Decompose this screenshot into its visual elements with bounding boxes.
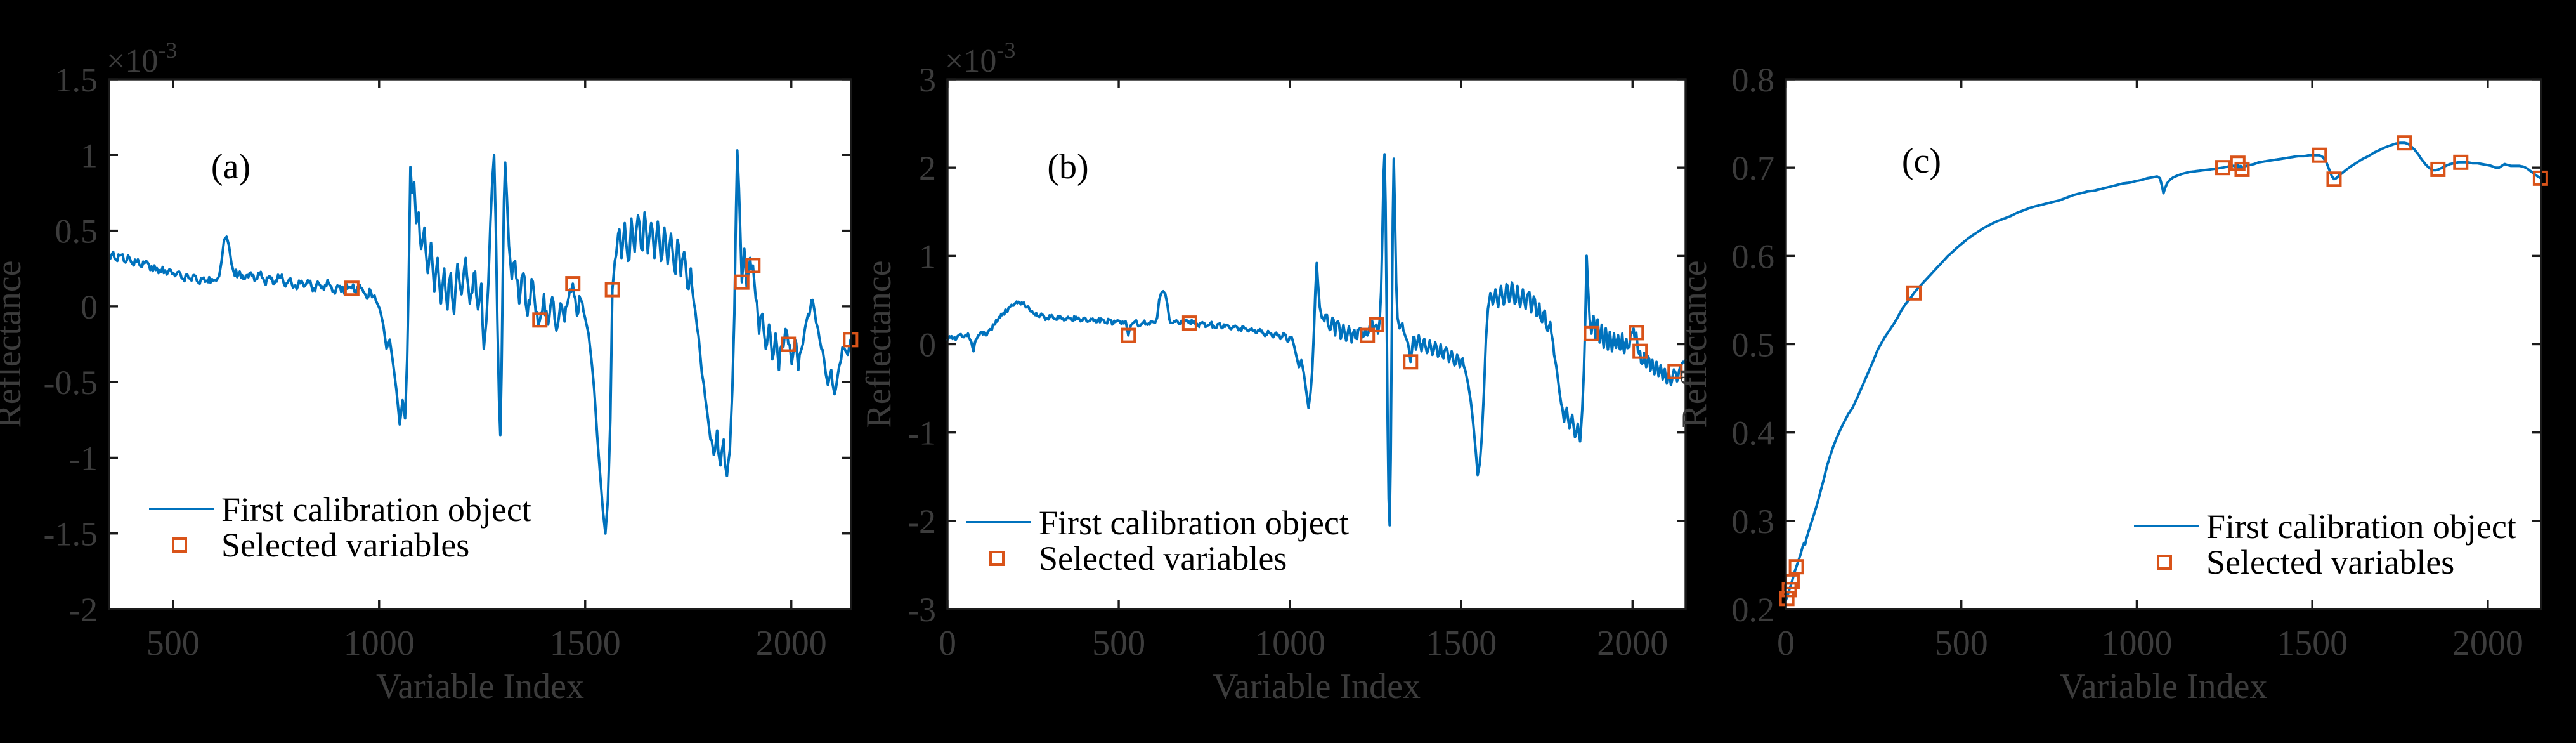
y-tick-label: 0.8	[1732, 61, 1775, 99]
x-tick-label: 2000	[2452, 624, 2523, 663]
y-tick-label: 0.5	[1732, 326, 1775, 364]
selected-variable-marker	[2430, 161, 2446, 177]
subplot-a: 500 1000 1500 2000-2-1.5-1-0.500.511.5 ×10-3…	[0, 37, 859, 706]
selected-variable-marker	[2234, 161, 2250, 177]
legend-label-curve: First calibration object	[221, 490, 531, 529]
x-axis-label-c: Variable Index	[2059, 667, 2267, 706]
plot-area-c	[1786, 79, 2541, 609]
legend-label-markers: Selected variables	[221, 526, 469, 564]
selected-variables-b	[1121, 315, 1683, 379]
legend-label-curve: First calibration object	[1039, 504, 1349, 542]
selected-variable-marker	[1788, 559, 1804, 575]
x-tick-label: 1500	[1426, 624, 1497, 663]
y-tick-label: 1	[81, 136, 98, 174]
y-tick-label: -3	[907, 591, 936, 629]
legend-marker-sample	[989, 551, 1005, 566]
y-tick-label: 0.5	[55, 213, 98, 251]
selected-variable-marker	[1181, 315, 1197, 331]
calibration-curve-b	[946, 153, 1687, 527]
y-tick-label: -1	[69, 439, 98, 477]
selected-variable-marker	[532, 312, 548, 328]
x-tick-label: 2000	[1597, 624, 1668, 663]
selected-variable-marker	[745, 258, 761, 273]
y-tick-label: 1.5	[55, 61, 98, 99]
x-tick-label: 1500	[550, 624, 621, 663]
panel-letter-c: (c)	[1902, 141, 1941, 181]
x-axis-label-b: Variable Index	[1213, 667, 1421, 706]
selected-variable-marker	[2215, 160, 2231, 176]
x-tick-label: 500	[1935, 624, 1988, 663]
selected-variable-marker	[1667, 364, 1683, 379]
calibration-curve-a	[108, 149, 852, 535]
selected-variable-marker	[604, 282, 620, 298]
legend-label-markers: Selected variables	[1039, 539, 1287, 577]
x-tick-label: 0	[939, 624, 956, 663]
panel-letter-a: (a)	[211, 147, 250, 187]
selected-variable-marker	[1403, 354, 1419, 370]
panel-letter-b: (b)	[1047, 147, 1088, 187]
legend-label-curve: First calibration object	[2206, 508, 2516, 546]
y-tick-label: -0.5	[44, 364, 98, 402]
selected-variable-marker	[2326, 171, 2342, 187]
y-tick-label: 0.6	[1732, 237, 1775, 275]
y-tick-label: 0.3	[1732, 503, 1775, 541]
y-tick-label: 2	[919, 149, 936, 187]
selected-variable-marker	[2312, 147, 2327, 163]
plot-area-a	[109, 79, 851, 609]
y-tick-label: 1	[919, 237, 936, 275]
y-axis-label-c: Reflectance	[1675, 260, 1714, 428]
selected-variable-marker	[1360, 327, 1376, 343]
selected-variable-marker	[1781, 582, 1797, 598]
plot-area-b	[947, 79, 1686, 609]
legend-marker-sample	[2157, 555, 2172, 570]
selected-variables-c	[1779, 135, 2548, 607]
y-tick-label: 0	[81, 288, 98, 326]
y-tick-label: -1.5	[44, 515, 98, 553]
y-tick-label: 0	[919, 326, 936, 364]
selected-variable-marker	[1121, 327, 1136, 343]
legend-marker-sample	[172, 537, 187, 553]
selected-variable-marker	[2397, 135, 2412, 151]
y-tick-label: -2	[69, 591, 98, 629]
y-tick-label: 0.2	[1732, 591, 1775, 629]
y-tick-label: 3	[919, 61, 936, 99]
selected-variable-marker	[1369, 317, 1384, 332]
x-axis-label-a: Variable Index	[376, 667, 584, 706]
x-tick-label: 1000	[1254, 624, 1325, 663]
x-tick-label: 1500	[2277, 624, 2348, 663]
x-tick-label: 0	[1777, 624, 1795, 663]
y-tick-label: 0.7	[1732, 149, 1775, 187]
selected-variable-marker	[344, 280, 360, 296]
selected-variable-marker	[1629, 325, 1644, 341]
selected-variable-marker	[734, 274, 750, 290]
x-tick-label: 500	[1092, 624, 1145, 663]
selected-variable-marker	[2453, 154, 2469, 170]
legend-label-markers: Selected variables	[2206, 543, 2454, 581]
selected-variable-marker	[1584, 325, 1599, 341]
y-tick-label: -2	[907, 503, 936, 541]
x-tick-label: 1000	[2101, 624, 2172, 663]
y-axis-label-a: Reflectance	[0, 260, 29, 428]
y-tick-label: 0.4	[1732, 414, 1775, 452]
x-tick-label: 2000	[756, 624, 827, 663]
x-tick-label: 500	[146, 624, 200, 663]
axes-box-a	[108, 78, 852, 610]
x-tick-label: 1000	[344, 624, 415, 663]
selected-variable-marker	[1632, 343, 1648, 359]
selected-variable-marker	[781, 336, 797, 352]
y-axis-label-b: Reflectance	[859, 260, 899, 428]
selected-variable-marker	[1906, 285, 1922, 301]
subplot-c: 0 500 1000 1500 2000 0.2 0.3 0.4 0.5 0.6 0.7 0.8 (c)…	[1675, 61, 2548, 706]
selected-variable-marker	[565, 276, 581, 292]
y-tick-label: -1	[907, 414, 936, 452]
